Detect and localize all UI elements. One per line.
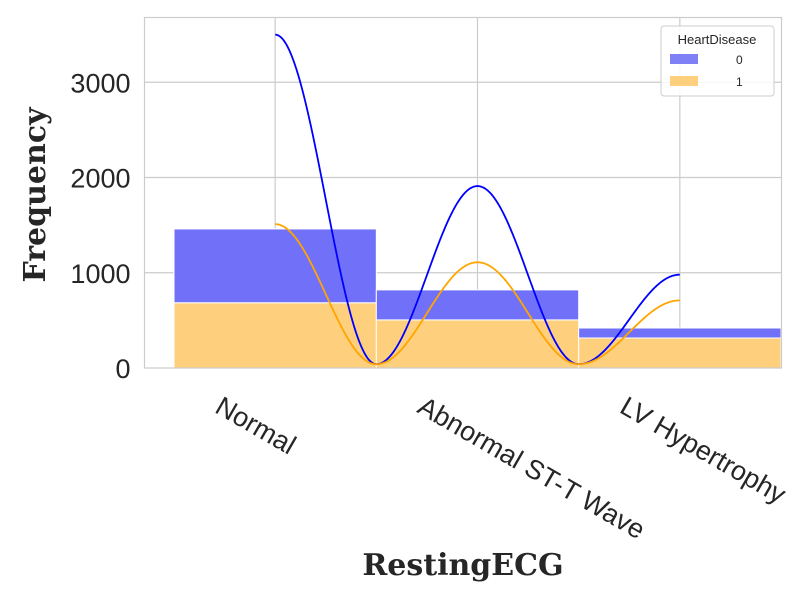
x-tick-label-1: Abnormal ST-T Wave — [413, 391, 650, 545]
plot-frame — [143, 16, 783, 369]
kde-curves — [275, 33, 680, 366]
bar-series-1-2 — [578, 337, 782, 369]
y-tick-label-0: 0 — [115, 354, 130, 384]
y-tick-label-2: 2000 — [70, 164, 130, 194]
bar-series-0-1 — [375, 289, 580, 321]
x-tick-label-0: Normal — [211, 391, 301, 460]
bar-series-0-0 — [173, 228, 377, 304]
legend-swatch-1 — [670, 76, 698, 86]
legend-swatch-0 — [670, 54, 698, 64]
legend-title: HeartDisease — [678, 32, 757, 47]
legend-label-0: 0 — [736, 53, 743, 67]
legend: HeartDisease 0 1 — [660, 25, 775, 97]
x-tick-label-2: LV Hypertrophy — [615, 391, 791, 510]
bars — [173, 228, 782, 369]
y-tick-label-1: 1000 — [70, 259, 130, 289]
kde-curve-1 — [275, 223, 680, 366]
legend-label-1: 1 — [736, 75, 743, 89]
bar-series-0-2 — [578, 327, 782, 339]
y-axis-title: Frequency — [18, 106, 53, 283]
kde-curve-0 — [275, 33, 680, 366]
y-tick-labels: 0 1000 2000 3000 — [70, 68, 130, 384]
x-axis-title: RestingECG — [362, 548, 563, 583]
y-tick-label-3: 3000 — [70, 68, 130, 98]
